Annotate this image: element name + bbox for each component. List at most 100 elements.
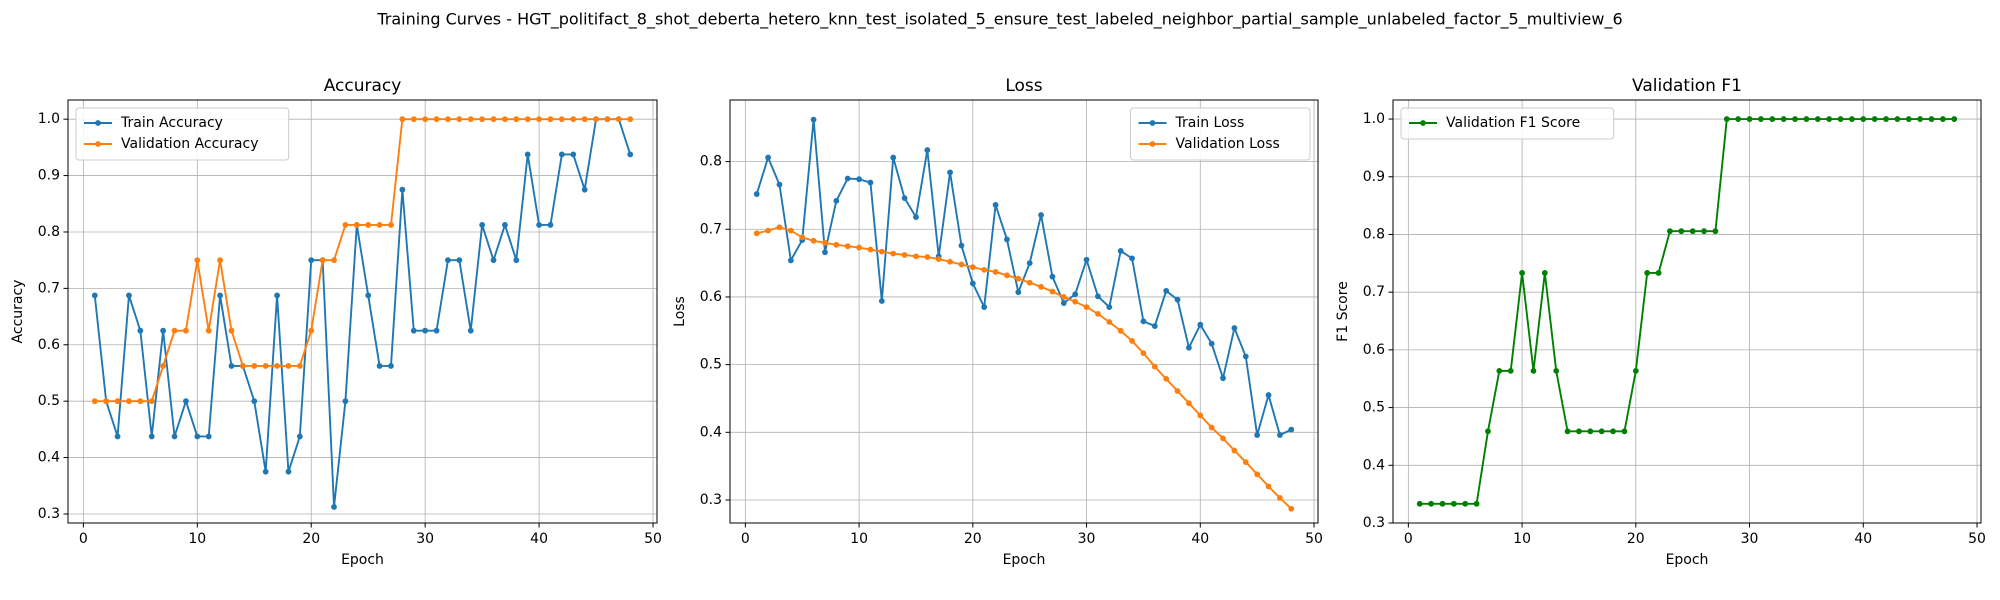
data-point bbox=[844, 243, 851, 250]
data-point bbox=[171, 433, 178, 440]
data-point bbox=[1587, 428, 1594, 435]
data-point bbox=[1905, 116, 1912, 122]
data-point bbox=[776, 181, 783, 188]
data-point bbox=[604, 116, 611, 123]
data-point bbox=[502, 116, 508, 123]
data-point bbox=[913, 253, 919, 260]
data-point bbox=[1151, 363, 1158, 370]
data-point bbox=[1072, 291, 1079, 298]
data-point bbox=[1758, 116, 1764, 122]
data-point bbox=[445, 257, 451, 264]
data-point bbox=[1564, 428, 1571, 435]
data-point bbox=[1254, 471, 1261, 478]
data-point bbox=[992, 202, 999, 208]
x-axis-label: Epoch bbox=[341, 552, 384, 568]
data-point bbox=[1129, 338, 1135, 344]
legend-label: Train Accuracy bbox=[120, 115, 223, 131]
data-point bbox=[1083, 256, 1090, 263]
data-point bbox=[376, 363, 383, 369]
y-tick-label: 0.8 bbox=[38, 224, 60, 240]
x-tick-label: 50 bbox=[1305, 531, 1323, 547]
x-tick-label: 10 bbox=[850, 531, 868, 547]
data-point bbox=[410, 327, 417, 334]
data-point bbox=[547, 222, 554, 228]
data-point bbox=[137, 327, 144, 334]
data-point bbox=[217, 292, 223, 299]
data-point bbox=[981, 266, 988, 273]
data-point bbox=[810, 116, 817, 123]
data-point bbox=[1038, 212, 1044, 218]
x-tick-label: 30 bbox=[1078, 531, 1096, 547]
x-tick-label: 50 bbox=[1968, 531, 1986, 547]
data-point bbox=[1712, 228, 1719, 235]
data-point bbox=[1553, 367, 1560, 374]
data-point bbox=[1231, 325, 1238, 331]
data-point bbox=[1163, 375, 1170, 382]
data-point bbox=[148, 433, 155, 440]
data-point bbox=[1151, 323, 1158, 329]
x-tick-label: 30 bbox=[416, 531, 434, 547]
data-point bbox=[570, 116, 577, 123]
data-point bbox=[844, 175, 851, 182]
data-point bbox=[1894, 116, 1901, 122]
data-point bbox=[1004, 236, 1010, 243]
data-point bbox=[969, 280, 976, 287]
data-point bbox=[91, 398, 98, 405]
data-point bbox=[947, 258, 953, 265]
data-point bbox=[388, 363, 394, 369]
y-tick-label: 1.0 bbox=[38, 111, 60, 127]
data-point bbox=[251, 363, 258, 369]
data-point bbox=[1242, 459, 1249, 465]
data-point bbox=[1837, 116, 1844, 122]
x-tick-label: 20 bbox=[302, 531, 320, 547]
data-point bbox=[1140, 350, 1147, 357]
y-tick-label: 0.4 bbox=[700, 424, 722, 440]
x-tick-label: 20 bbox=[964, 531, 982, 547]
data-point bbox=[765, 154, 772, 161]
data-point bbox=[251, 398, 258, 405]
x-axis-label: Epoch bbox=[1666, 552, 1709, 568]
data-point bbox=[513, 257, 520, 264]
data-point bbox=[1416, 500, 1423, 507]
data-point bbox=[924, 254, 931, 260]
data-point bbox=[262, 363, 269, 369]
data-point bbox=[1004, 272, 1010, 279]
y-tick-label: 0.7 bbox=[700, 221, 722, 237]
data-point bbox=[1519, 270, 1525, 276]
data-point bbox=[365, 222, 372, 228]
data-point bbox=[160, 363, 167, 369]
data-point bbox=[558, 116, 565, 123]
data-point bbox=[1871, 116, 1878, 122]
data-point bbox=[445, 116, 451, 123]
data-point bbox=[856, 244, 862, 251]
y-tick-label: 0.8 bbox=[1363, 226, 1385, 242]
y-tick-label: 0.7 bbox=[1363, 284, 1385, 300]
figure-title: Training Curves - HGT_politifact_8_shot_… bbox=[376, 10, 1622, 30]
data-point bbox=[1746, 116, 1753, 122]
data-point bbox=[467, 116, 474, 123]
data-point bbox=[558, 151, 565, 158]
data-point bbox=[410, 116, 417, 123]
data-point bbox=[1083, 304, 1090, 311]
data-point bbox=[1186, 400, 1192, 407]
data-point bbox=[456, 257, 463, 264]
data-point bbox=[935, 256, 942, 262]
data-point bbox=[308, 327, 315, 334]
data-point bbox=[114, 398, 121, 405]
data-point bbox=[867, 246, 874, 253]
data-point bbox=[1197, 321, 1204, 328]
data-point bbox=[958, 261, 965, 268]
data-point bbox=[1439, 500, 1446, 507]
data-point bbox=[285, 468, 292, 475]
series-line bbox=[755, 119, 1292, 437]
x-tick-label: 50 bbox=[644, 531, 662, 547]
data-point bbox=[1814, 116, 1821, 122]
data-point bbox=[1576, 428, 1582, 435]
data-point bbox=[171, 327, 178, 334]
data-point bbox=[536, 116, 542, 123]
data-point bbox=[810, 237, 817, 244]
data-point bbox=[331, 504, 337, 510]
data-point bbox=[1769, 116, 1776, 122]
data-point bbox=[1485, 428, 1491, 435]
data-point bbox=[103, 398, 110, 405]
